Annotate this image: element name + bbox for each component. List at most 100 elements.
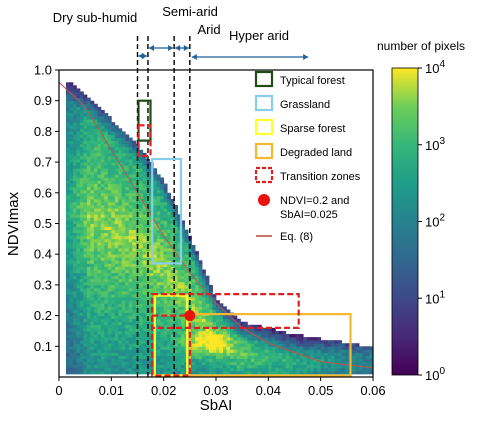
heatmap-cell (174, 324, 179, 329)
heatmap-cell (167, 309, 172, 313)
heatmap-cell (107, 149, 112, 154)
heatmap-cell (132, 205, 137, 209)
heatmap-cell (83, 244, 88, 249)
heatmap-cell (205, 343, 210, 347)
heatmap-cell (100, 232, 105, 237)
heatmap-cell (149, 281, 154, 286)
heatmap-cell (65, 100, 70, 105)
heatmap-cell (275, 346, 280, 350)
heatmap-cell (167, 358, 172, 363)
heatmap-cell (118, 128, 123, 132)
heatmap-cell (261, 334, 266, 338)
heatmap-cell (142, 315, 147, 320)
heatmap-cell (181, 232, 185, 237)
heatmap-cell (170, 287, 175, 292)
heatmap-cell (128, 284, 133, 289)
heatmap-cell (121, 364, 126, 369)
heatmap-cell (121, 229, 126, 234)
heatmap-cell (174, 229, 179, 234)
heatmap-cell (90, 266, 95, 270)
heatmap-cell (202, 352, 206, 356)
heatmap-cell (104, 263, 109, 267)
heatmap-cell (219, 358, 224, 363)
heatmap-cell (90, 202, 95, 206)
heatmap-cell (317, 352, 322, 356)
heatmap-cell (121, 278, 126, 283)
heatmap-cell (146, 281, 151, 286)
heatmap-cell (139, 284, 144, 289)
heatmap-cell (114, 162, 119, 166)
heatmap-cell (114, 330, 119, 335)
heatmap-cell (156, 223, 161, 227)
heatmap-cell (114, 202, 119, 206)
heatmap-cell (146, 352, 151, 356)
heatmap-cell (146, 241, 151, 246)
heatmap-cell (107, 300, 112, 304)
heatmap-cell (76, 355, 81, 359)
heatmap-cell (125, 358, 130, 363)
heatmap-cell (65, 309, 70, 313)
heatmap-cell (167, 337, 172, 341)
heatmap-cell (292, 364, 297, 369)
heatmap-cell (125, 248, 130, 252)
heatmap-cell (229, 364, 234, 369)
heatmap-cell (181, 244, 185, 249)
heatmap-cell (139, 171, 144, 175)
heatmap-cell (170, 312, 175, 316)
heatmap-cell (163, 214, 168, 218)
heatmap-cell (299, 361, 304, 366)
heatmap-cell (100, 159, 105, 163)
heatmap-cell (352, 355, 356, 359)
heatmap-cell (125, 155, 130, 160)
heatmap-cell (121, 134, 126, 138)
heatmap-cell (174, 361, 179, 366)
heatmap-cell (167, 367, 172, 372)
heatmap-cell (163, 229, 168, 234)
heatmap-cell (65, 180, 70, 184)
heatmap-cell (250, 361, 255, 366)
heatmap-cell (212, 346, 217, 350)
heatmap-cell (100, 244, 105, 249)
heatmap-cell (121, 300, 126, 304)
heatmap-cell (163, 303, 168, 307)
heatmap-cell (139, 205, 144, 209)
heatmap-cell (205, 324, 210, 329)
heatmap-cell (202, 275, 206, 280)
heatmap-cell (65, 85, 70, 89)
heatmap-cell (86, 177, 91, 181)
heatmap-cell (156, 180, 161, 184)
heatmap-cell (76, 171, 81, 175)
heatmap-cell (93, 214, 98, 218)
heatmap-cell (121, 352, 126, 356)
aridity-zone-arrows (138, 45, 309, 60)
heatmap-cell (118, 155, 123, 160)
heatmap-cell (90, 287, 95, 292)
heatmap-cell (90, 275, 95, 280)
heatmap-cell (205, 340, 210, 344)
heatmap-cell (97, 174, 102, 178)
heatmap-cell (104, 232, 109, 237)
heatmap-cell (181, 254, 185, 258)
heatmap-cell (114, 300, 119, 304)
heatmap-cell (79, 346, 84, 350)
heatmap-cell (142, 355, 147, 359)
heatmap-cell (83, 183, 88, 188)
heatmap-cell (310, 364, 315, 369)
heatmap-cell (65, 112, 70, 117)
heatmap-cell (163, 272, 168, 277)
heatmap-cell (111, 300, 116, 304)
heatmap-cell (83, 266, 88, 270)
heatmap-cell (114, 248, 119, 252)
heatmap-cell (163, 358, 168, 363)
heatmap-cell (174, 330, 179, 335)
colorbar-tick-label: 104 (425, 59, 445, 76)
heatmap-cell (247, 343, 252, 347)
heatmap-cell (90, 155, 95, 160)
heatmap-cell (146, 232, 151, 237)
heatmap-cell (104, 281, 109, 286)
heatmap-cell (76, 220, 81, 224)
heatmap-cell (79, 91, 84, 95)
heatmap-cell (216, 346, 220, 350)
heatmap-cell (114, 281, 119, 286)
heatmap-cell (149, 358, 154, 363)
